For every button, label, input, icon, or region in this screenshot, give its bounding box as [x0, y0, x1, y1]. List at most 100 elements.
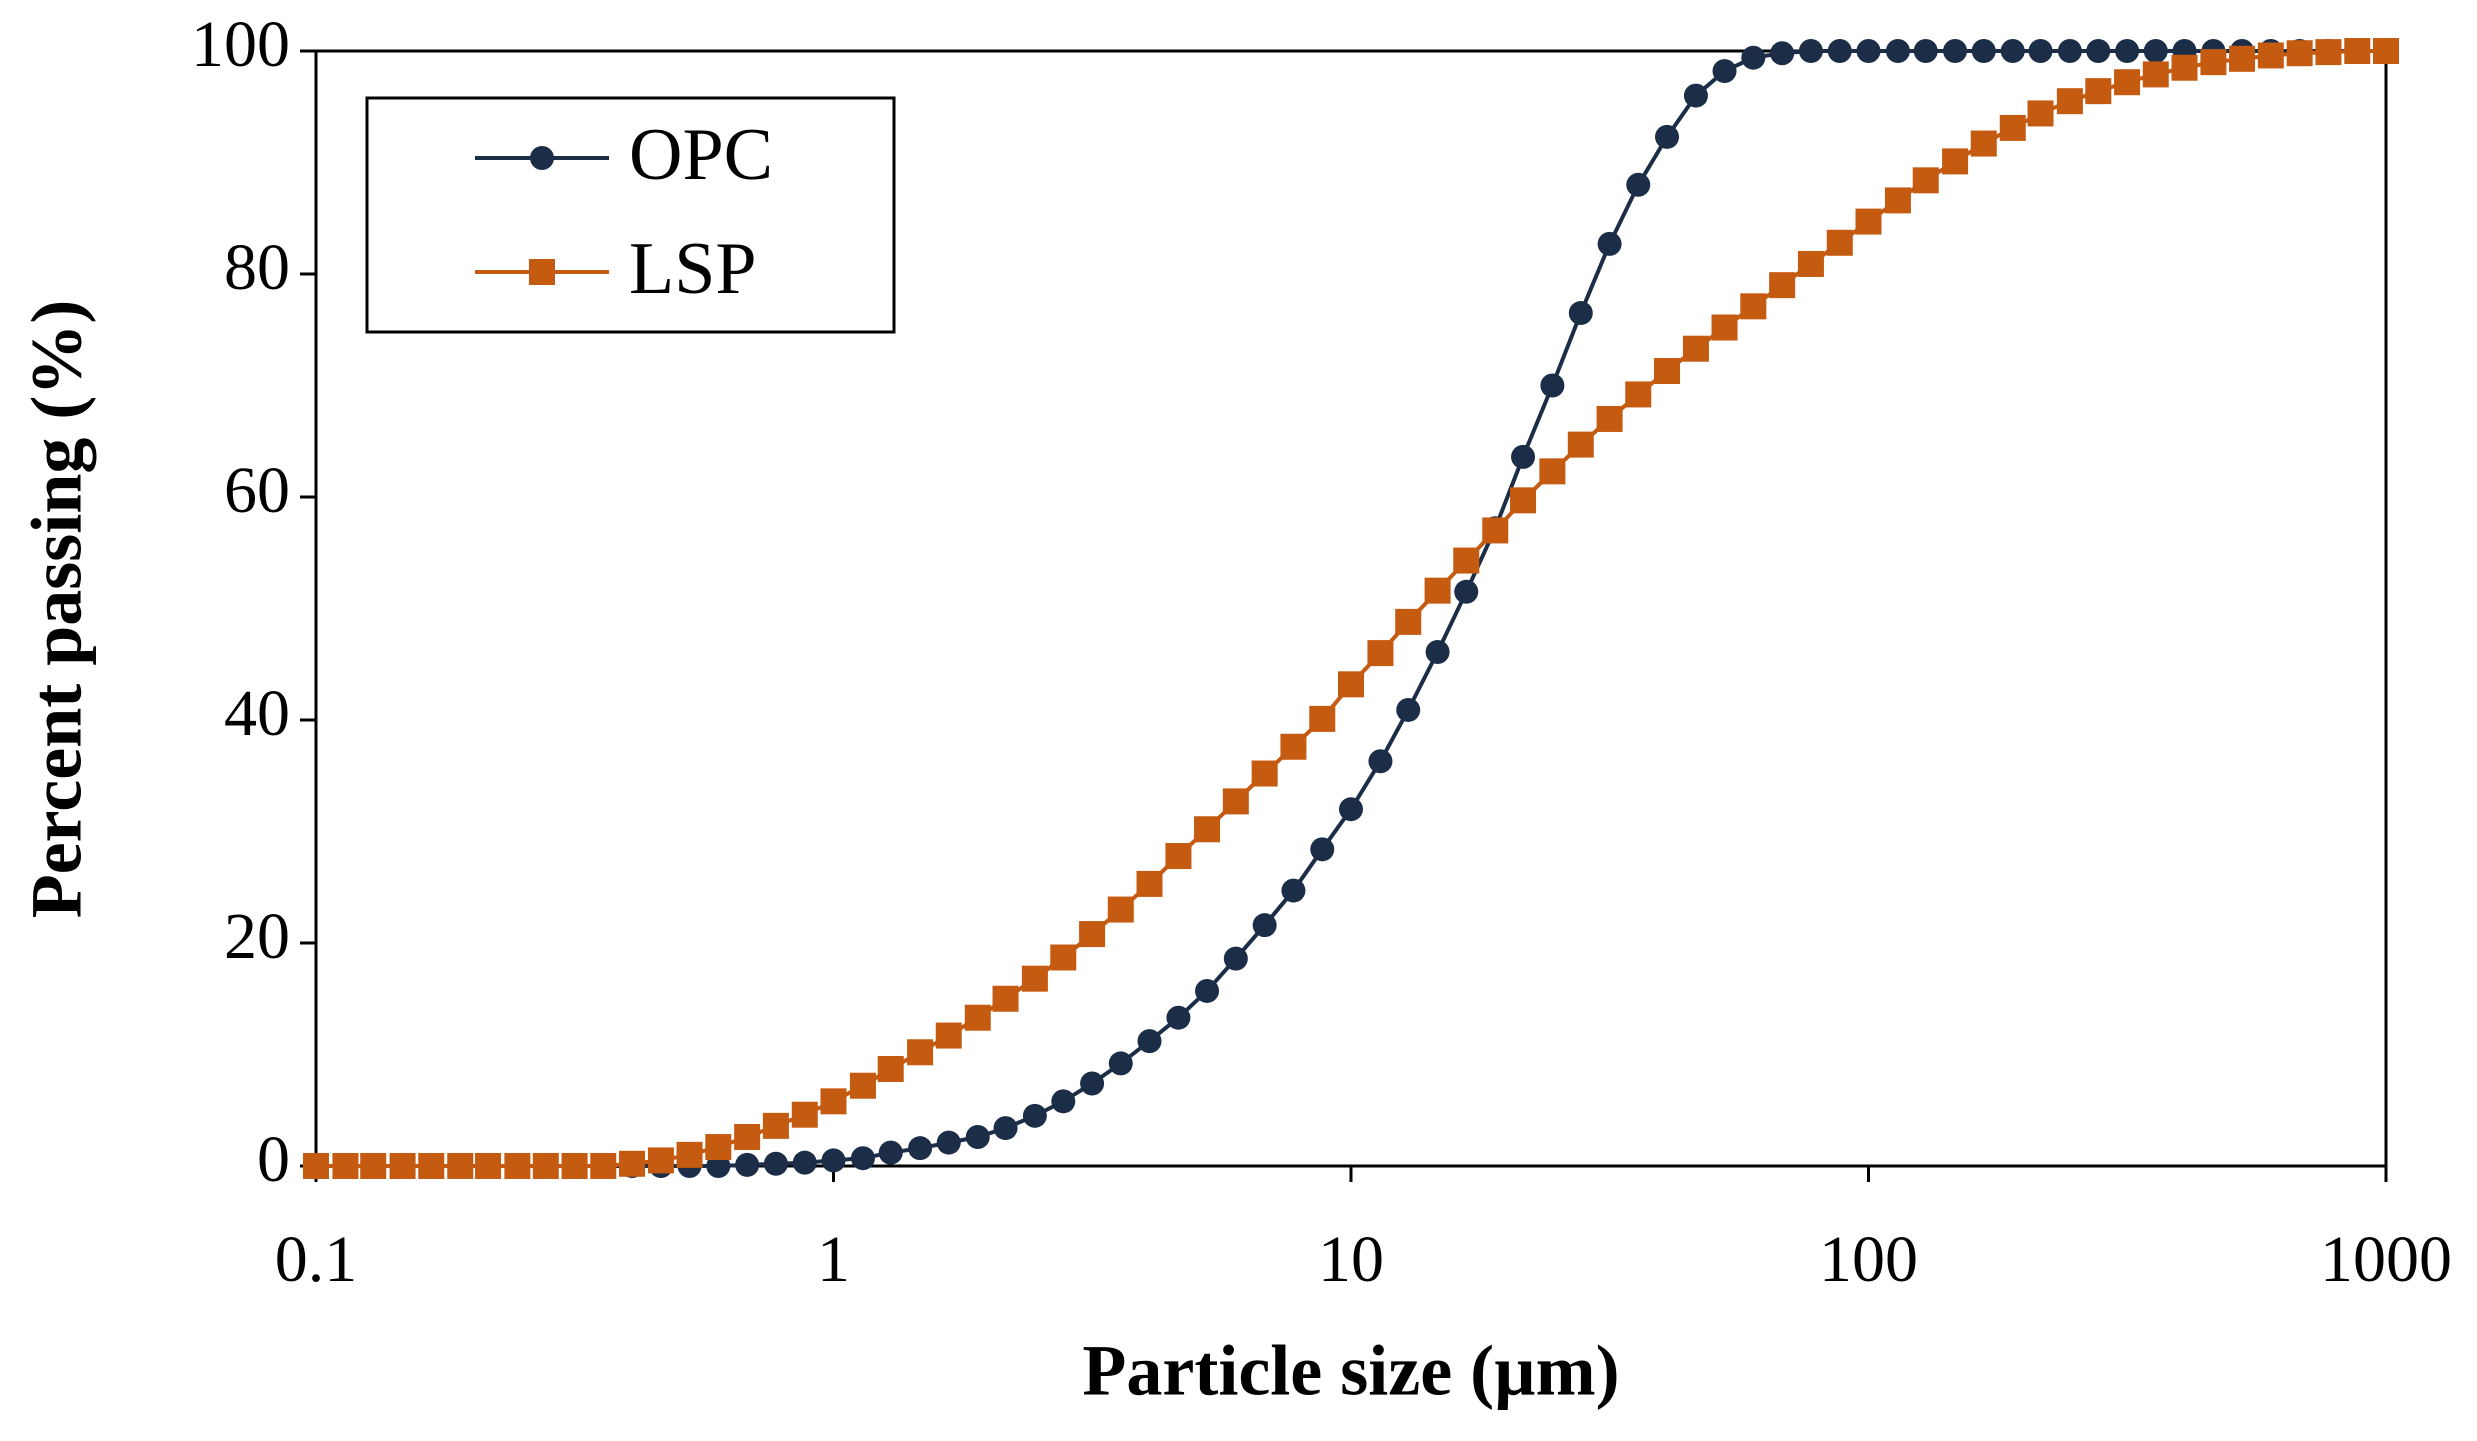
- marker: [1540, 373, 1565, 398]
- marker: [1425, 639, 1450, 664]
- marker: [1453, 547, 1480, 574]
- marker: [1597, 231, 1622, 256]
- marker: [2143, 39, 2168, 63]
- legend-marker: [530, 146, 554, 170]
- marker: [964, 1004, 991, 1031]
- marker: [1970, 130, 1997, 157]
- marker: [2027, 100, 2054, 127]
- marker: [1424, 577, 1451, 604]
- marker: [504, 1153, 531, 1179]
- marker: [705, 1134, 732, 1161]
- marker: [2229, 45, 2256, 72]
- marker: [1999, 114, 2026, 141]
- marker: [1136, 870, 1163, 897]
- marker: [561, 1153, 588, 1179]
- marker: [389, 1153, 416, 1179]
- marker: [734, 1124, 761, 1151]
- marker: [1281, 878, 1306, 903]
- marker: [1912, 167, 1939, 194]
- marker: [936, 1130, 961, 1155]
- marker: [791, 1101, 818, 1128]
- marker: [821, 1148, 846, 1173]
- legend-label: LSP: [629, 228, 757, 310]
- marker: [1855, 208, 1882, 235]
- y-tick-label: 40: [224, 677, 290, 750]
- marker: [1683, 83, 1708, 108]
- marker: [532, 1153, 559, 1179]
- marker: [2171, 54, 2198, 81]
- marker: [1079, 921, 1106, 948]
- marker: [1971, 39, 1996, 63]
- marker: [1511, 444, 1536, 469]
- marker: [1770, 41, 1795, 66]
- marker: [418, 1153, 445, 1179]
- marker: [849, 1072, 876, 1099]
- marker: [1740, 293, 1767, 320]
- marker: [2085, 78, 2112, 105]
- x-axis-title: Particle size (µm): [1082, 1331, 1619, 1411]
- marker: [1339, 797, 1363, 822]
- marker: [992, 985, 1019, 1012]
- marker: [1166, 1005, 1191, 1030]
- marker: [676, 1141, 703, 1168]
- marker: [2028, 39, 2053, 63]
- legend-box: [365, 96, 896, 334]
- marker: [908, 1136, 933, 1161]
- marker: [1194, 816, 1221, 843]
- marker: [1396, 697, 1421, 722]
- marker: [2115, 39, 2140, 63]
- marker: [1885, 39, 1910, 63]
- marker: [1596, 405, 1623, 432]
- marker: [1165, 843, 1192, 870]
- marker: [907, 1039, 934, 1066]
- marker: [2315, 39, 2342, 66]
- marker: [1309, 705, 1336, 732]
- marker: [332, 1153, 359, 1179]
- marker: [1682, 335, 1709, 362]
- marker: [2373, 38, 2399, 64]
- marker: [762, 1112, 789, 1139]
- marker: [965, 1125, 990, 1150]
- x-tick-label: 0.1: [275, 1223, 358, 1296]
- marker: [735, 1152, 760, 1177]
- marker: [2057, 39, 2082, 63]
- marker: [877, 1055, 904, 1082]
- marker: [2257, 42, 2284, 69]
- marker: [1712, 59, 1737, 84]
- x-tick-label: 100: [1819, 1223, 1918, 1296]
- marker: [1482, 517, 1509, 544]
- marker: [1222, 788, 1249, 815]
- marker: [1625, 381, 1652, 408]
- marker: [1510, 487, 1537, 514]
- marker: [647, 1147, 674, 1174]
- marker: [1942, 148, 1969, 175]
- marker: [1368, 749, 1393, 774]
- marker: [1280, 733, 1307, 760]
- marker: [1826, 229, 1853, 256]
- marker: [1884, 187, 1911, 214]
- marker: [2286, 40, 2313, 67]
- marker: [1310, 837, 1335, 862]
- y-tick-label: 0: [257, 1123, 290, 1196]
- y-axis-title: Percent passing (%): [17, 300, 97, 919]
- marker: [1195, 978, 1220, 1003]
- marker: [1080, 1071, 1105, 1096]
- legend-marker: [529, 259, 555, 285]
- marker: [1108, 1051, 1133, 1076]
- marker: [1223, 946, 1248, 971]
- x-tick-label: 1000: [2320, 1223, 2452, 1296]
- marker: [475, 1153, 502, 1179]
- marker: [993, 1116, 1018, 1141]
- marker: [590, 1153, 617, 1179]
- marker: [619, 1150, 646, 1177]
- marker: [1798, 39, 1823, 63]
- marker: [1655, 124, 1680, 149]
- marker: [2142, 61, 2169, 88]
- legend-label: OPC: [629, 114, 773, 196]
- marker: [1797, 250, 1824, 277]
- marker: [1050, 944, 1077, 971]
- y-tick-label: 60: [224, 454, 290, 527]
- marker: [1856, 39, 1881, 63]
